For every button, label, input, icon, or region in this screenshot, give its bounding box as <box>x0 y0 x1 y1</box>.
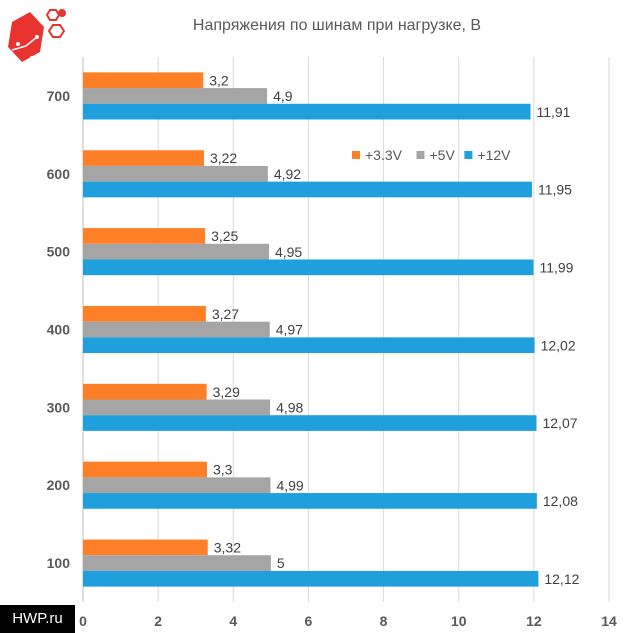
x-tick-label: 6 <box>305 613 313 629</box>
bar-33V-200 <box>83 461 207 478</box>
y-tick-label: 200 <box>47 477 71 493</box>
legend-swatch <box>464 151 473 159</box>
bar-12V-300 <box>83 415 537 431</box>
data-label: 5 <box>277 555 285 571</box>
bar-12V-400 <box>83 337 535 354</box>
legend-label: +3.3V <box>365 147 403 163</box>
data-label: 12,08 <box>543 493 578 509</box>
data-label: 12,12 <box>544 571 579 587</box>
legend-label: +5V <box>430 147 456 163</box>
x-tick-label: 4 <box>229 613 237 629</box>
y-tick-label: 300 <box>47 399 71 415</box>
bar-33V-100 <box>83 539 208 556</box>
bar-5V-600 <box>83 165 268 182</box>
y-tick-label: 700 <box>47 88 71 104</box>
watermark: HWP.ru <box>0 605 75 633</box>
logo <box>8 9 66 62</box>
bar-33V-700 <box>83 72 204 89</box>
bar-33V-500 <box>83 228 206 244</box>
data-label: 3,32 <box>214 540 241 556</box>
y-tick-label: 600 <box>47 166 71 182</box>
legend-swatch <box>352 151 360 159</box>
data-label: 4,95 <box>275 244 302 260</box>
bar-33V-300 <box>83 383 207 400</box>
chart-title: Напряжения по шинам при нагрузке, В <box>193 17 481 34</box>
bar-5V-100 <box>83 555 271 571</box>
legend-swatch <box>416 151 425 159</box>
x-tick-label: 10 <box>451 613 467 629</box>
data-label: 3,25 <box>211 228 238 244</box>
data-label: 11,95 <box>538 182 572 198</box>
data-label: 3,3 <box>213 462 233 478</box>
x-tick-label: 14 <box>601 613 617 629</box>
data-label: 3,2 <box>209 72 229 88</box>
data-label: 3,29 <box>213 384 240 400</box>
bar-5V-200 <box>83 477 271 494</box>
data-label: 4,92 <box>274 166 301 182</box>
y-tick-label: 100 <box>47 555 71 571</box>
data-label: 12,07 <box>542 415 577 431</box>
legend-label: +12V <box>477 147 511 163</box>
bar-33V-400 <box>83 305 206 322</box>
data-label: 4,9 <box>273 88 293 104</box>
data-label: 4,97 <box>276 322 303 338</box>
legend: +3.3V +5V +12V <box>352 147 511 163</box>
data-label: 3,22 <box>210 150 237 166</box>
bar-5V-700 <box>83 88 268 104</box>
data-label: 12,02 <box>541 337 576 353</box>
data-label: 4,99 <box>276 477 303 493</box>
data-label: 4,98 <box>276 400 303 416</box>
bar-5V-500 <box>83 243 269 260</box>
y-tick-label: 400 <box>47 322 71 338</box>
data-label: 11,99 <box>539 259 573 275</box>
bar-12V-100 <box>83 570 539 587</box>
bar-5V-400 <box>83 321 270 338</box>
bar-12V-500 <box>83 259 534 276</box>
data-label: 11,91 <box>536 104 570 120</box>
x-tick-label: 8 <box>380 613 388 629</box>
data-label: 3,27 <box>212 306 239 322</box>
bar-12V-200 <box>83 493 537 509</box>
bar-5V-300 <box>83 399 271 416</box>
x-tick-label: 0 <box>79 613 87 629</box>
x-tick-label: 12 <box>526 613 542 629</box>
bar-12V-600 <box>83 181 532 198</box>
bar-12V-700 <box>83 103 531 120</box>
x-tick-label: 2 <box>154 613 162 629</box>
y-tick-label: 500 <box>47 244 71 260</box>
bar-33V-600 <box>83 150 204 166</box>
